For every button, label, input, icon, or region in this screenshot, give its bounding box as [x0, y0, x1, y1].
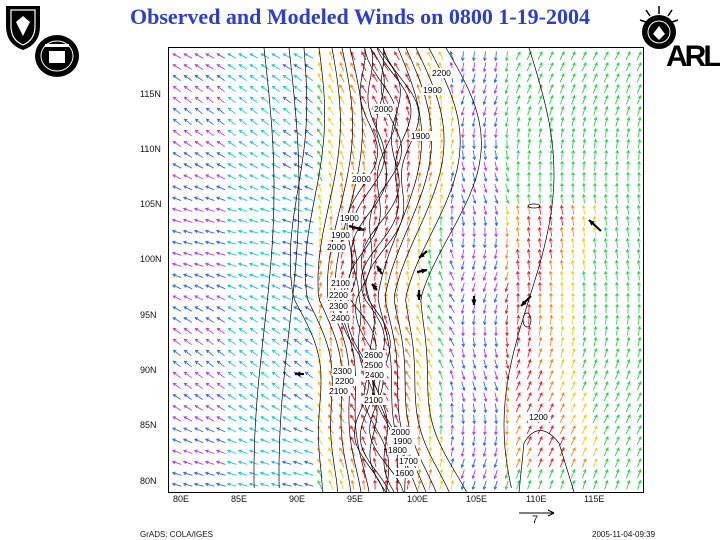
modeled-wind-vectors	[171, 50, 642, 491]
contour-label: 2000	[327, 242, 346, 252]
reference-vector-value: 7	[532, 514, 539, 526]
wind-map: 2200 1900 2000 1900 2000 1900 1900 2000 2100 2200…	[168, 47, 644, 493]
reference-vector-arrow	[519, 509, 555, 517]
contour-label: 2200	[329, 290, 348, 300]
contour-label: 2000	[374, 104, 393, 114]
shield-icon	[6, 6, 40, 50]
contour-label: 2400	[365, 370, 384, 380]
contour-label: 2000	[352, 174, 371, 184]
seal-icon	[35, 35, 79, 77]
contour-label: 1900	[340, 213, 359, 223]
contour-label: 1200	[529, 412, 548, 422]
contour-label: 2600	[364, 350, 383, 360]
emblem-icon	[639, 6, 679, 49]
contour-label: 2200	[335, 376, 354, 386]
terrain-contours	[253, 48, 575, 492]
contour-label: 1600	[395, 468, 414, 478]
lat-label-85n: 85N	[140, 420, 157, 430]
lon-label-95e: 95E	[347, 494, 364, 504]
contour-label: 2100	[331, 278, 350, 288]
contour-label: 2100	[329, 386, 348, 396]
lat-label-115n: 115N	[140, 89, 161, 99]
lat-label-80n: 80N	[140, 476, 157, 486]
footer-timestamp: 2005-11-04-09:39	[592, 530, 656, 539]
contour-label: 2300	[329, 301, 348, 311]
lon-label-80e: 80E	[173, 494, 190, 504]
observed-wind-vectors	[295, 219, 602, 377]
contour-label: 2100	[364, 395, 383, 405]
contour-label: 2300	[333, 366, 352, 376]
footer-credit: GrADS: COLA/IGES	[140, 530, 213, 539]
wind-map-canvas: 2200190020001900200019001900200021002200…	[171, 48, 642, 492]
contour-label: 1700	[399, 456, 418, 466]
lon-label-105e: 105E	[466, 494, 488, 504]
page-title: Observed and Modeled Winds on 0800 1-19-…	[129, 4, 591, 29]
lon-label-110e: 110E	[526, 494, 547, 504]
contour-label: 2000	[391, 427, 410, 437]
contour-label: 2400	[331, 313, 350, 323]
lon-label-90e: 90E	[289, 494, 306, 504]
lon-label-85e: 85E	[231, 494, 248, 504]
lon-label-100e: 100E	[407, 494, 429, 504]
lat-label-110n: 110N	[140, 144, 161, 154]
contour-label: 1900	[423, 85, 442, 95]
contour-label: 1800	[388, 445, 407, 455]
contour-label: 1900	[411, 131, 430, 141]
lat-label-105n: 105N	[140, 199, 162, 209]
lat-label-95n: 95N	[140, 310, 157, 320]
arl-logo: ARL	[666, 40, 720, 73]
lat-label-90n: 90N	[140, 365, 157, 375]
contour-label: 2500	[364, 360, 383, 370]
lon-label-115e: 115E	[584, 494, 605, 504]
lat-label-100n: 100N	[140, 254, 162, 264]
contour-label: 2200	[432, 68, 451, 78]
contour-label: 1900	[331, 230, 350, 240]
contour-label: 1900	[393, 436, 412, 446]
